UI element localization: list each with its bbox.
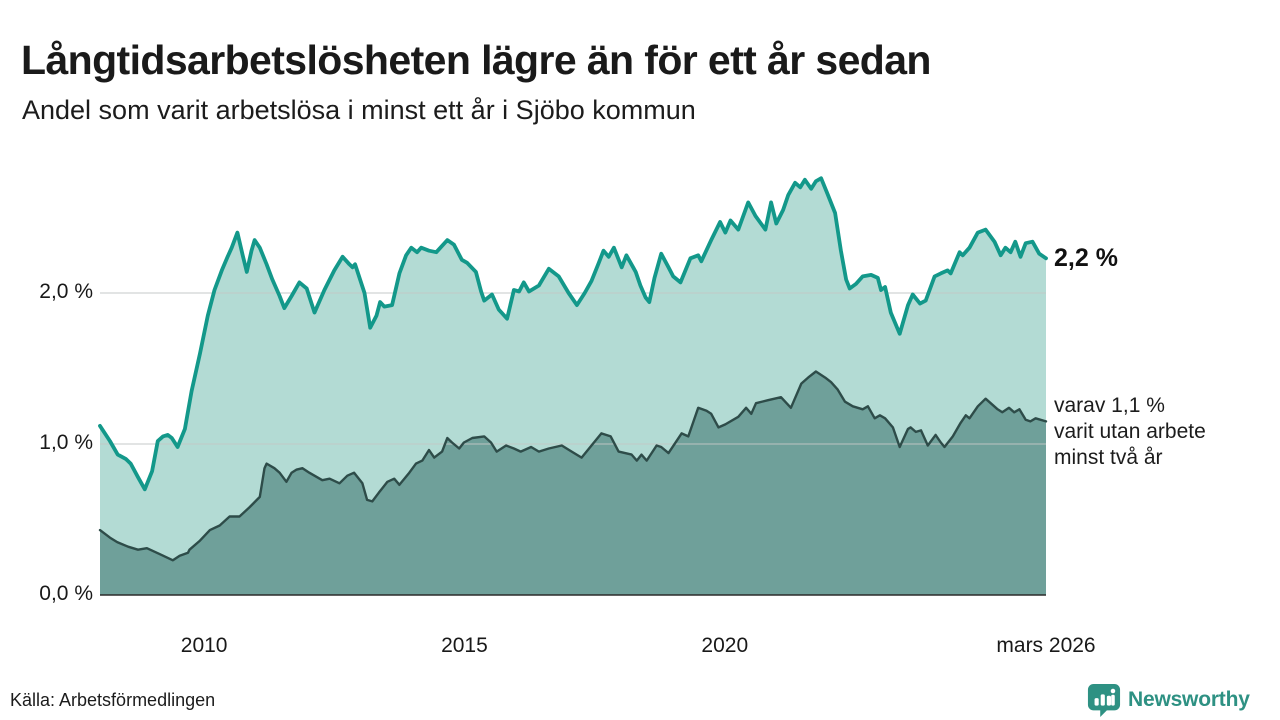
x-tick-label: 2015 — [441, 634, 488, 657]
latest-value-label: 2,2 % — [1054, 244, 1118, 273]
subset-label-line1: varav 1,1 % — [1054, 394, 1165, 418]
y-tick-label: 1,0 % — [39, 431, 93, 454]
y-tick-label: 2,0 % — [39, 280, 93, 303]
chart-subtitle: Andel som varit arbetslösa i minst ett å… — [22, 95, 696, 125]
x-tick-label: 2010 — [180, 634, 228, 657]
series-line — [98, 176, 1048, 492]
subset-label-line3: minst två år — [1054, 446, 1163, 470]
area-fill-1 — [100, 371, 1046, 595]
bar-chart-bubble-icon — [1087, 683, 1121, 717]
subset-label-line2: varit utan arbete — [1054, 420, 1206, 444]
y-tick-label: 0,0 % — [39, 582, 93, 605]
subset-value-label: varav 1,1 % varit utan arbete minst två … — [1054, 393, 1206, 471]
newsworthy-logo[interactable]: Newsworthy — [1087, 683, 1250, 717]
x-tick-label: 2020 — [701, 634, 749, 657]
brand-name: Newsworthy — [1128, 688, 1250, 711]
page-title: Långtidsarbetslösheten lägre än för ett … — [21, 37, 931, 84]
source-credit: Källa: Arbetsförmedlingen — [10, 690, 216, 710]
x-tick-label: mars 2026 — [996, 634, 1096, 657]
series-line — [98, 370, 1048, 562]
